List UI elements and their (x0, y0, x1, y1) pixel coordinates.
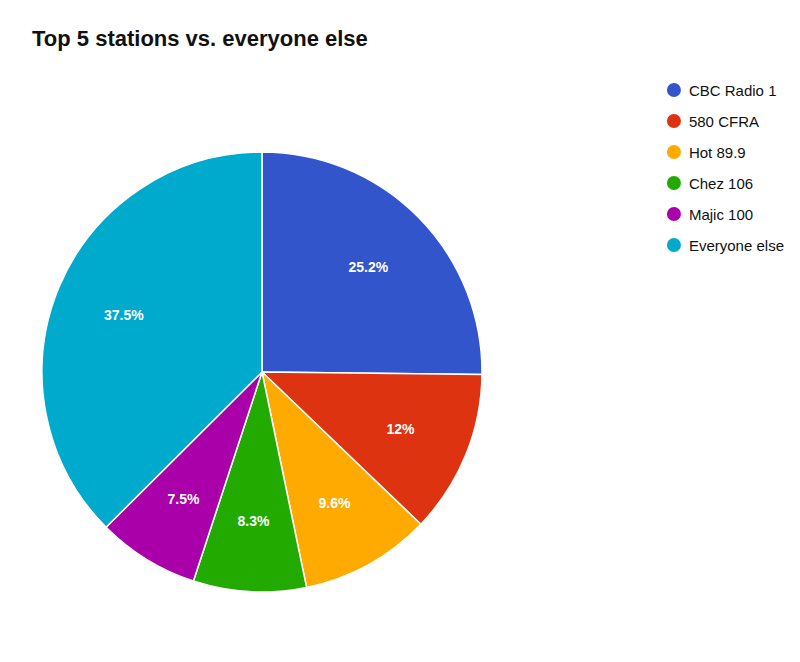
legend-marker (667, 145, 681, 159)
legend-marker (667, 114, 681, 128)
legend-label: Majic 100 (689, 206, 753, 223)
legend-marker (667, 207, 681, 221)
pie (42, 152, 482, 592)
data-label: 7.5% (168, 491, 200, 507)
data-label: 8.3% (238, 513, 270, 529)
legend-label: 580 CFRA (689, 113, 759, 130)
legend-label: Hot 89.9 (689, 144, 746, 161)
legend-label: Chez 106 (689, 175, 753, 192)
data-label: 25.2% (349, 259, 389, 275)
pie-slice (42, 152, 262, 527)
legend-marker (667, 83, 681, 97)
legend-marker (667, 176, 681, 190)
chart-svg: Top 5 stations vs. everyone else 25.2% 12%… (0, 0, 800, 662)
legend-marker (667, 238, 681, 252)
data-label: 9.6% (318, 495, 350, 511)
legend-label: Everyone else (689, 237, 784, 254)
data-labels: 25.2% 12% 9.6% 8.3% 7.5% 37.5% (104, 259, 415, 530)
background (0, 0, 800, 662)
pie-slice (262, 152, 482, 374)
chart-container: Top 5 stations vs. everyone else 25.2% 12%… (0, 0, 800, 662)
title: Top 5 stations vs. everyone else (32, 26, 368, 51)
data-label: 37.5% (104, 307, 144, 323)
legend-label: CBC Radio 1 (689, 82, 777, 99)
legend: CBC Radio 1 580 CFRA Hot 89.9 Chez 106 Majic… (667, 82, 784, 254)
data-label: 12% (386, 421, 415, 437)
